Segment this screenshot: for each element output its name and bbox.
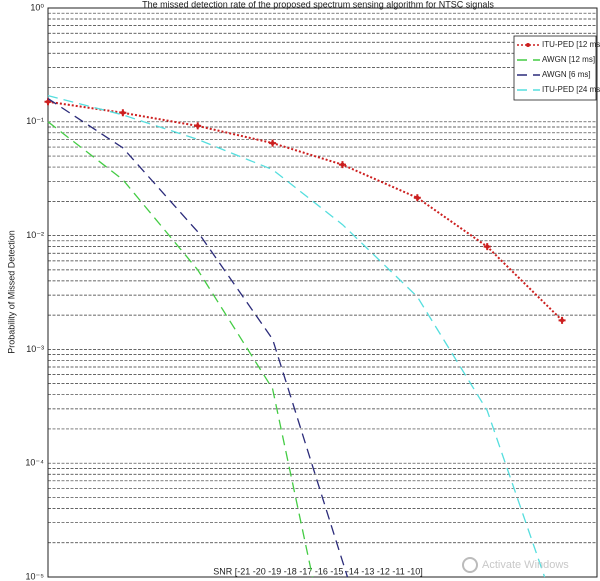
chart-title: The missed detection rate of the propose… [142,0,494,9]
watermark-icon [462,557,478,573]
y-tick-label: 10⁻⁵ [26,571,45,581]
y-tick-label: 10⁻³ [26,344,44,354]
marker [560,318,565,323]
legend-label: ITU-PED [24 ms] [542,85,600,94]
plot-frame [47,7,598,578]
series-line [47,94,546,578]
marker [415,195,420,200]
legend-label: AWGN [12 ms] [542,55,595,64]
marker [46,99,50,104]
legend-marker [526,43,530,47]
marker [485,244,490,249]
marker [270,141,275,146]
series-line [47,100,563,322]
marker [340,162,345,167]
y-axis-label: Probability of Missed Detection [6,230,16,354]
legend-label: ITU-PED [12 ms] [542,40,600,49]
x-axis-label: SNR [-21 -20 -19 -18 -17 -16 -15 -14 -13… [213,566,422,576]
y-tick-label: 10⁰ [30,2,44,12]
marker [195,123,200,128]
y-tick-label: 10⁻¹ [26,116,44,126]
y-tick-label: 10⁻⁴ [25,458,44,468]
legend-label: AWGN [6 ms] [542,70,591,79]
series-line [47,98,349,578]
y-tick-label: 10⁻² [26,230,44,240]
marker [120,110,125,115]
watermark: Activate Windows [482,559,569,571]
series-line [47,121,314,578]
